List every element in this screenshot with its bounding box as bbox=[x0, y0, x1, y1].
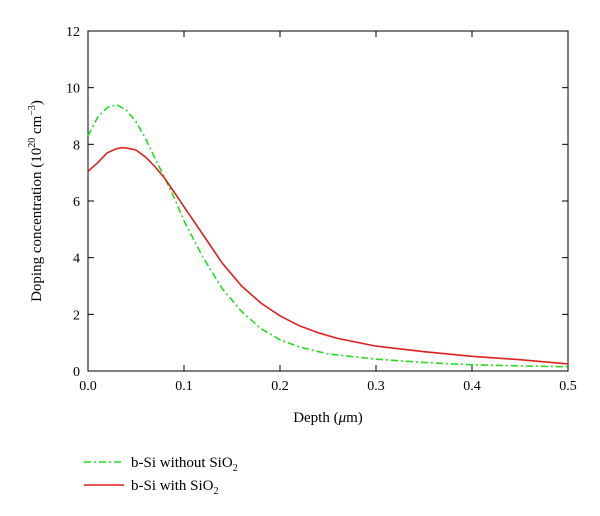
x-axis-label: Depth (μm) bbox=[293, 410, 363, 426]
legend-label-without-sio2: b-Si without SiO2 bbox=[131, 455, 238, 474]
y-tick-label: 8 bbox=[73, 138, 80, 153]
y-tick-label: 0 bbox=[73, 365, 80, 380]
legend-label-with-sio2: b-Si with SiO2 bbox=[131, 478, 219, 497]
series-line-without-sio2 bbox=[87, 103, 569, 368]
legend: b-Si without SiO2 b-Si with SiO2 bbox=[84, 455, 238, 497]
series-line-with-sio2 bbox=[87, 146, 569, 365]
x-tick-label: 0.2 bbox=[271, 379, 289, 394]
plot-area-frame bbox=[87, 30, 569, 372]
y-tick-label: 2 bbox=[73, 308, 80, 323]
x-tick-label: 0.5 bbox=[559, 379, 577, 394]
x-tick-label: 0.4 bbox=[463, 379, 481, 394]
axis-ticks: 0.0 0.1 0.2 0.3 0.4 0.5 0 2 4 6 8 10 12 bbox=[66, 25, 577, 394]
data-series bbox=[87, 103, 569, 368]
y-tick-label: 12 bbox=[66, 25, 80, 40]
x-tick-label: 0.3 bbox=[367, 379, 385, 394]
y-tick-label: 6 bbox=[73, 195, 80, 210]
x-tick-label: 0.1 bbox=[175, 379, 193, 394]
y-axis-label: Doping concentration (1020 cm−3) bbox=[27, 100, 45, 302]
y-tick-label: 4 bbox=[73, 252, 80, 267]
x-tick-label: 0.0 bbox=[79, 379, 97, 394]
y-tick-label: 10 bbox=[66, 82, 80, 97]
